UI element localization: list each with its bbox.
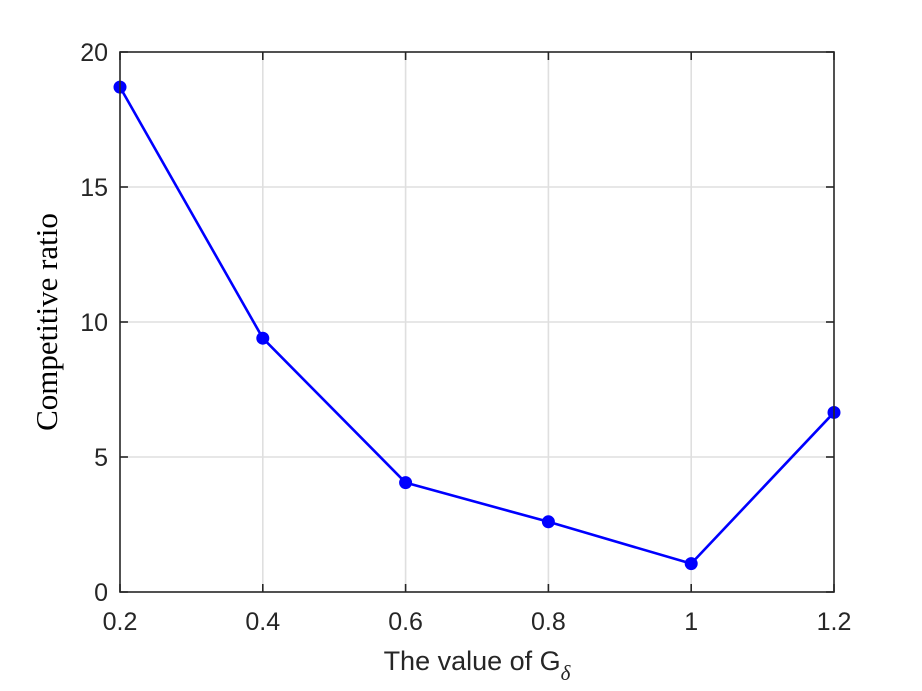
y-tick-label: 15 [80, 174, 108, 202]
x-axis-label: The value of Gδ [384, 646, 572, 685]
x-axis-label-subscript: δ [561, 661, 572, 685]
x-tick-label: 0.6 [388, 608, 423, 636]
series-group [113, 80, 841, 571]
data-point [684, 557, 698, 571]
y-tick-label: 20 [80, 39, 108, 67]
y-tick-label: 10 [80, 309, 108, 337]
y-axis-label: Competitive ratio [29, 213, 64, 431]
y-tick-label: 0 [94, 579, 108, 607]
y-tick-labels: 0 5 10 15 20 [80, 39, 108, 607]
x-axis-label-main: The value of G [384, 646, 561, 676]
x-tick-label: 0.4 [245, 608, 280, 636]
data-point [399, 476, 413, 490]
data-point [256, 331, 270, 345]
series-line [118, 86, 835, 565]
x-tick-labels: 0.2 0.4 0.6 0.8 1 1.2 [103, 608, 852, 636]
y-tick-label: 5 [94, 444, 108, 472]
x-tick-label: 0.8 [531, 608, 566, 636]
axis-ticks [119, 51, 835, 593]
grid-lines [120, 52, 834, 592]
data-point [541, 515, 555, 529]
x-tick-label: 1.2 [817, 608, 852, 636]
x-tick-label: 0.2 [103, 608, 138, 636]
x-tick-label: 1 [684, 608, 698, 636]
